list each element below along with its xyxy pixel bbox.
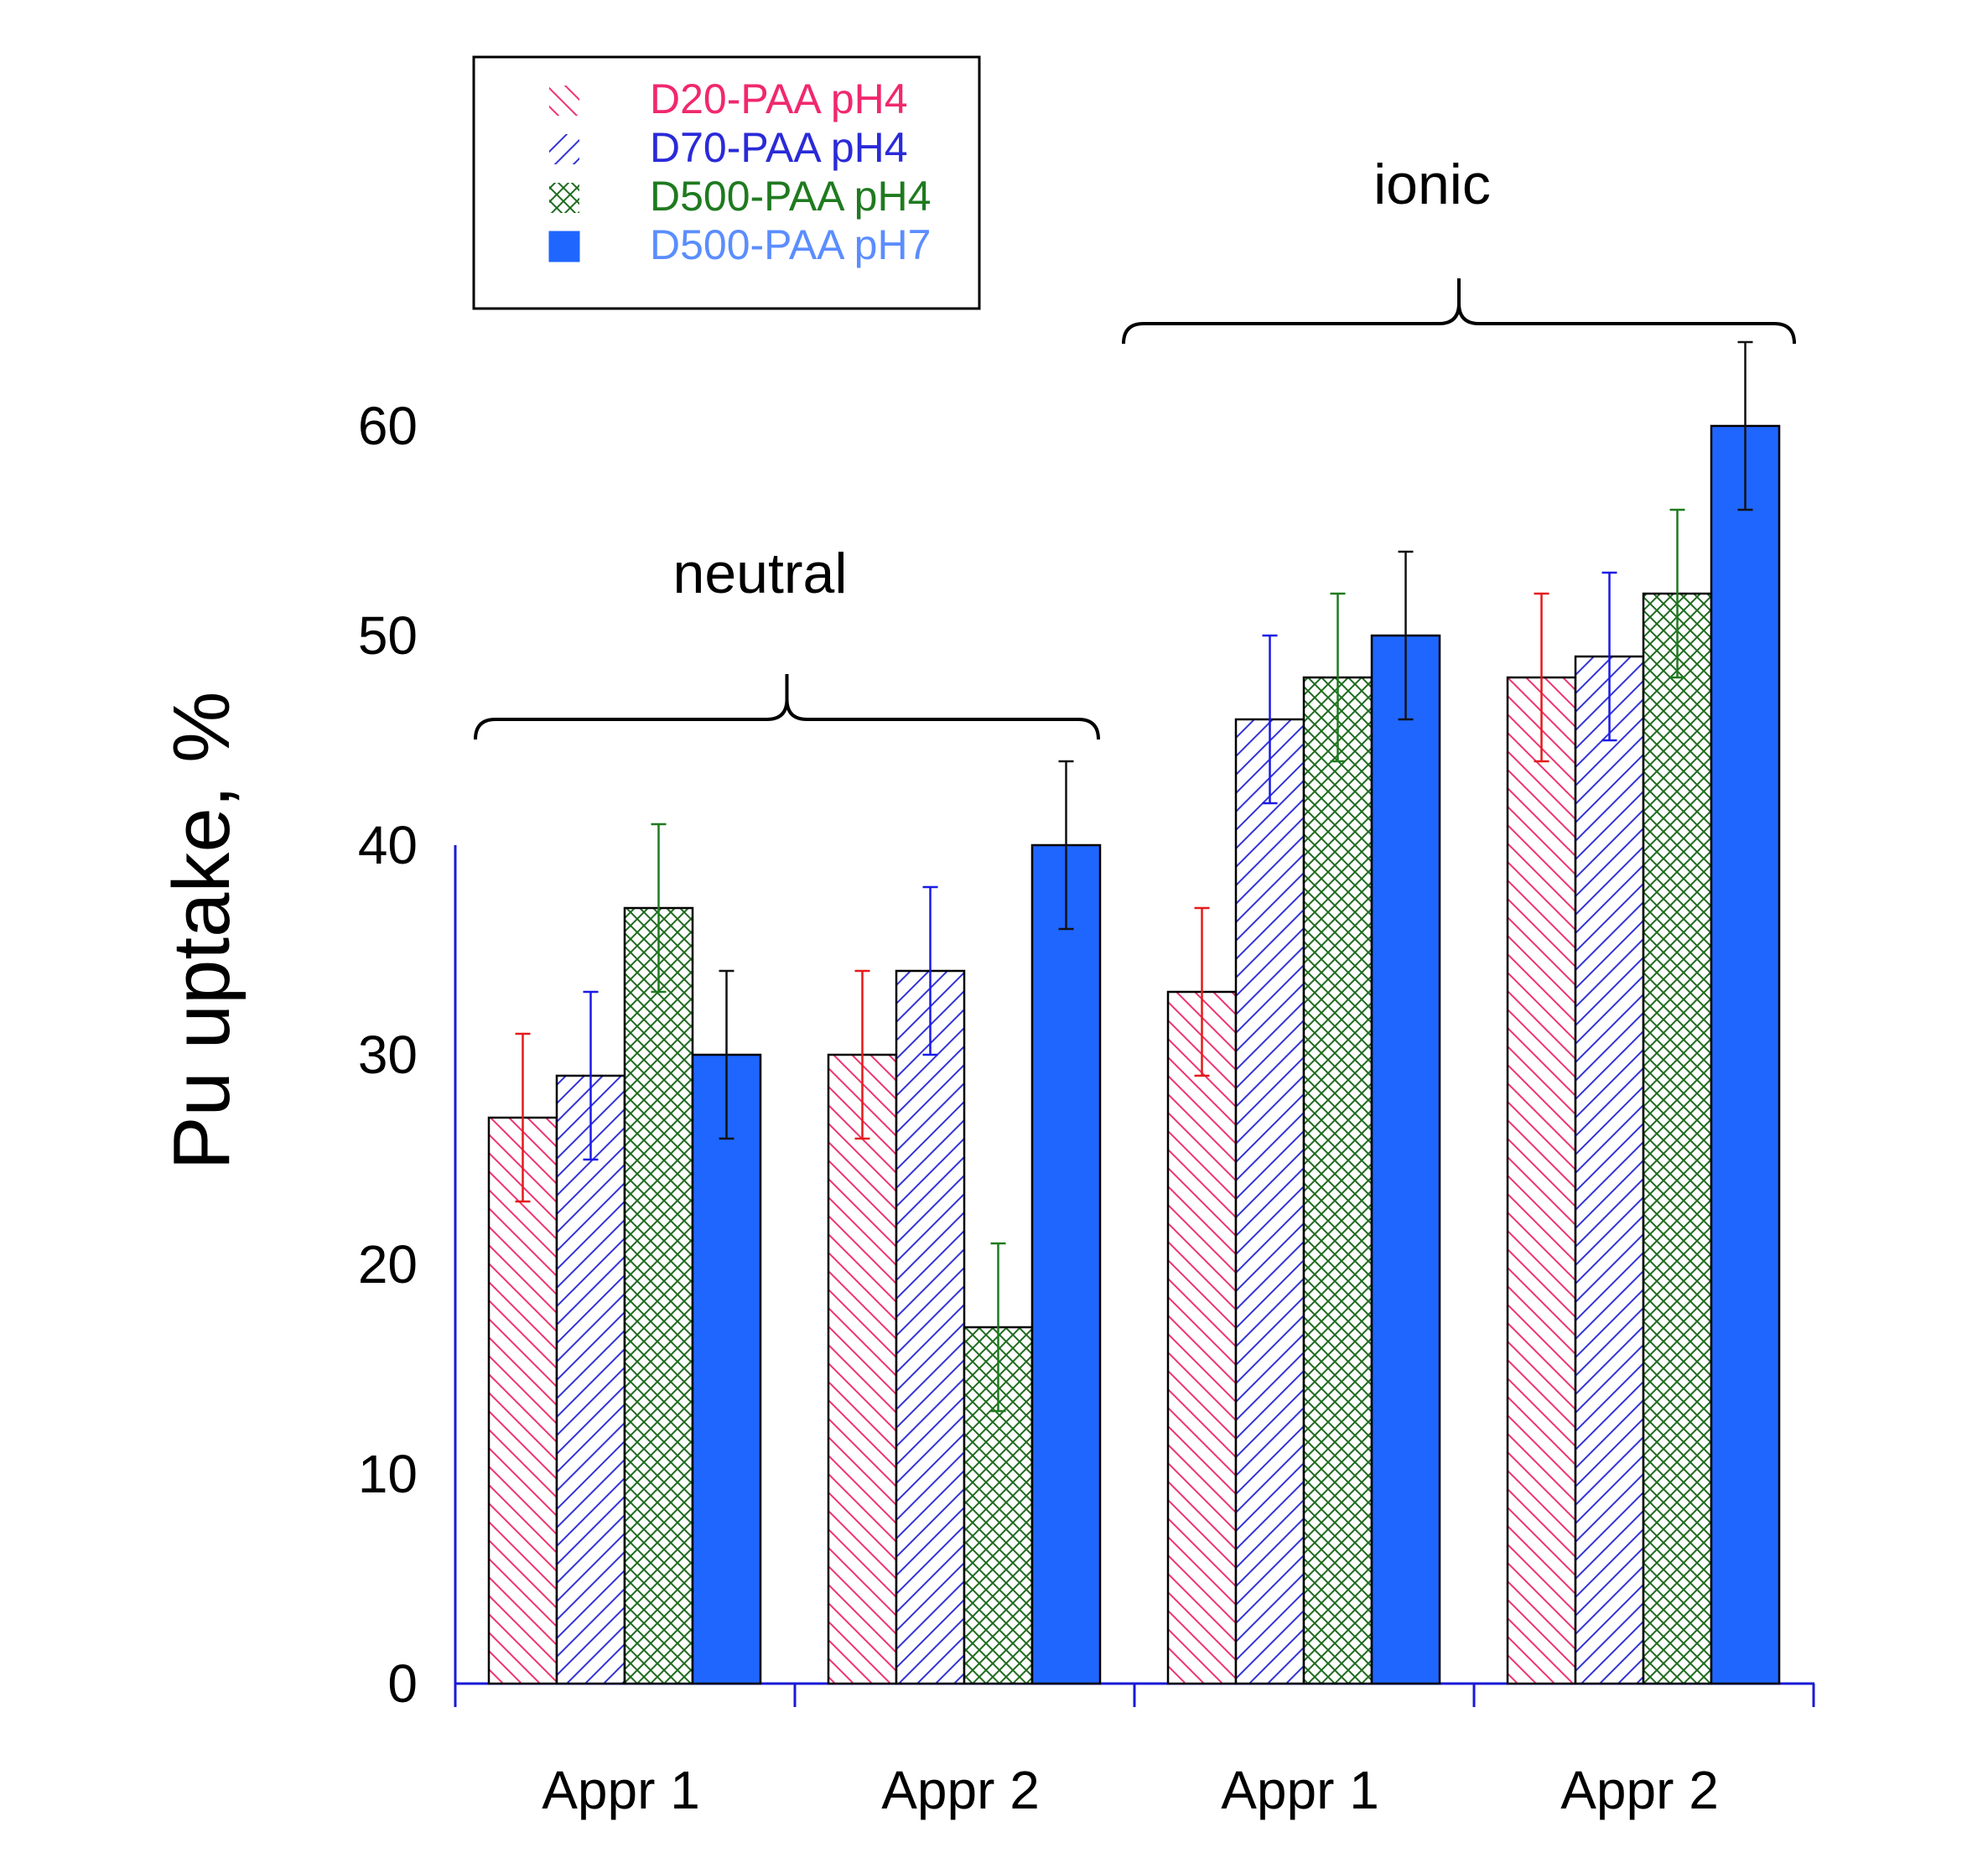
group-label: neutral — [673, 542, 848, 605]
bar — [827, 1053, 898, 1685]
y-tick-label: 50 — [358, 605, 418, 666]
group-braces: neutral ionic — [474, 153, 1796, 740]
bar — [1506, 676, 1577, 1685]
error-bar — [1262, 634, 1278, 805]
bar — [1234, 718, 1305, 1685]
x-tick-label: Appr 2 — [881, 1760, 1040, 1820]
x-tick-label: Appr 1 — [542, 1760, 700, 1820]
error-bar — [1330, 592, 1346, 763]
legend-swatch — [548, 231, 580, 262]
legend-label: D20-PAA pH4 — [650, 75, 908, 122]
y-tick-label: 0 — [387, 1653, 418, 1714]
bar — [1710, 424, 1781, 1685]
error-bar — [1194, 906, 1210, 1077]
bar — [555, 1074, 626, 1685]
group-brace — [474, 698, 1100, 740]
legend-swatch — [549, 134, 579, 164]
x-ticks: Appr 1 Appr 2 Appr 1 Appr 2 — [454, 1684, 1815, 1820]
errorbars-layer — [515, 340, 1753, 1413]
group-label: ionic — [1373, 153, 1491, 216]
y-tick-label: 60 — [358, 396, 418, 456]
bar — [691, 1053, 762, 1685]
legend-label: D500-PAA pH4 — [650, 173, 931, 220]
y-tick-label: 10 — [358, 1444, 418, 1504]
x-tick-label: Appr 2 — [1560, 1760, 1719, 1820]
bar — [623, 906, 694, 1685]
error-bar — [1534, 592, 1549, 763]
error-bar — [990, 1242, 1006, 1413]
legend-swatch — [549, 183, 579, 213]
error-bar — [515, 1032, 531, 1203]
bar — [487, 1116, 558, 1685]
legend-label: D500-PAA pH7 — [650, 221, 931, 268]
bars-layer — [487, 424, 1781, 1685]
error-bar — [583, 990, 599, 1161]
error-bar — [651, 823, 667, 994]
error-bar — [922, 885, 938, 1056]
bar — [1574, 655, 1645, 1685]
bar — [1166, 990, 1238, 1685]
error-bar — [1601, 571, 1617, 742]
bar — [1370, 634, 1441, 1685]
error-bar — [854, 969, 870, 1140]
legend-label: D70-PAA pH4 — [650, 124, 908, 171]
error-bar — [719, 969, 734, 1140]
bar — [895, 969, 966, 1685]
y-tick-label: 30 — [358, 1025, 418, 1085]
legend-swatch — [549, 86, 579, 116]
bar — [1642, 592, 1713, 1685]
error-bar — [1669, 508, 1685, 679]
x-tick-label: Appr 1 — [1221, 1760, 1379, 1820]
group-brace — [1122, 303, 1796, 345]
y-ticks: 0 10 20 30 40 50 60 — [358, 396, 418, 1714]
bar — [1302, 676, 1373, 1685]
error-bar — [1737, 340, 1753, 511]
y-tick-label: 40 — [358, 815, 418, 875]
bar — [1030, 843, 1102, 1685]
y-axis-label: Pu uptake, % — [157, 691, 247, 1170]
error-bar — [1398, 550, 1414, 721]
error-bar — [1058, 760, 1074, 931]
y-tick-label: 20 — [358, 1234, 418, 1295]
